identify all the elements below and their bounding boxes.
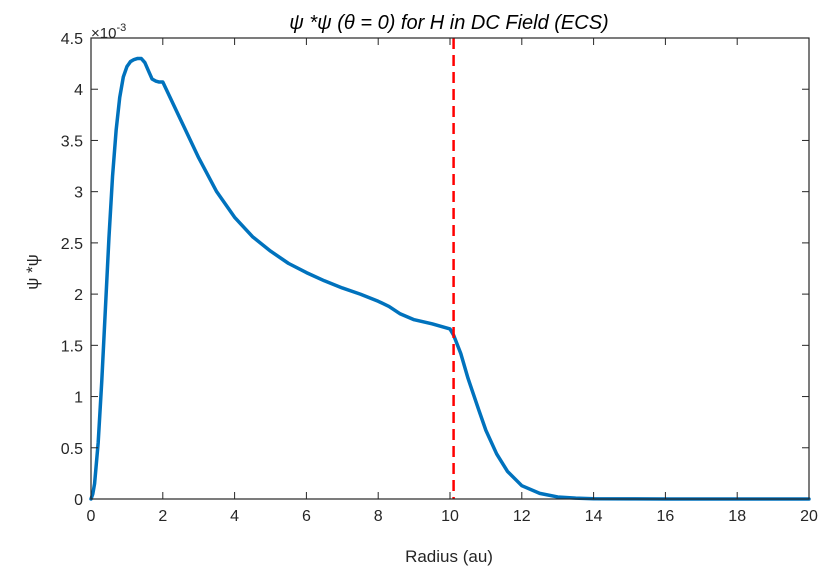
x-tick-label: 8 — [374, 508, 383, 525]
y-axis-title: ψ *ψ — [23, 254, 42, 290]
y-tick-label: 0 — [74, 492, 83, 509]
axes: 0 2 4 6 8 10 12 14 16 18 20 0 0.5 1 1.5 2 2.5 3 3.5 4 4.5 — [61, 31, 818, 525]
x-tick-label: 10 — [441, 508, 459, 525]
x-tick-label: 16 — [657, 508, 675, 525]
y-exponent-label: ×10-3 — [91, 22, 126, 42]
y-tick-label: 2.5 — [61, 236, 83, 253]
series-line-0 — [89, 56, 811, 501]
y-tick-label: 1 — [74, 390, 83, 407]
y-exponent-base: ×10 — [91, 25, 116, 42]
x-tick-label: 18 — [728, 508, 746, 525]
y-tick-label: 3.5 — [61, 133, 83, 150]
x-tick-label: 2 — [158, 508, 167, 525]
y-tick-label: 0.5 — [61, 441, 83, 458]
y-tick-label: 1.5 — [61, 338, 83, 355]
plot-area — [89, 38, 811, 501]
x-tick-label: 12 — [513, 508, 531, 525]
x-tick-label: 4 — [230, 508, 239, 525]
x-axis-title: Radius (au) — [405, 547, 493, 566]
y-tick-label: 4.5 — [61, 31, 83, 48]
labels: ψ *ψ (θ = 0) for H in DC Field (ECS) Rad… — [23, 12, 609, 566]
x-tick-label: 0 — [87, 508, 96, 525]
x-tick-label: 20 — [800, 508, 818, 525]
y-exponent-power: -3 — [116, 22, 126, 34]
y-tick-label: 2 — [74, 287, 83, 304]
y-tick-label: 3 — [74, 185, 83, 202]
x-tick-label: 6 — [302, 508, 311, 525]
y-tick-label: 4 — [74, 82, 83, 99]
chart-title: ψ *ψ (θ = 0) for H in DC Field (ECS) — [289, 12, 608, 34]
x-tick-label: 14 — [585, 508, 603, 525]
